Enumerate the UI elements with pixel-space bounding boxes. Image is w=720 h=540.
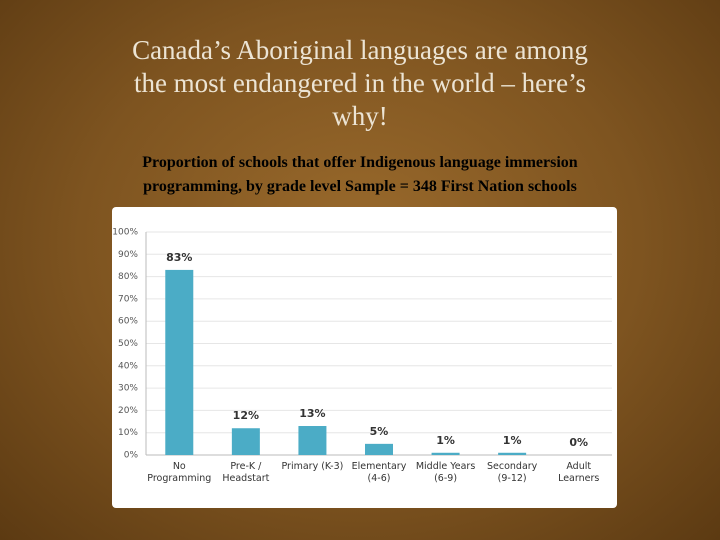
bar [231, 428, 260, 455]
y-tick-label: 40% [118, 361, 138, 371]
y-tick-label: 100% [112, 228, 138, 238]
value-label: 5% [370, 425, 389, 438]
x-tick-label: Secondary (9-12) [486, 461, 538, 484]
value-label: 12% [233, 409, 259, 422]
x-tick-label: Primary (K-3) [281, 461, 344, 472]
x-tick-label: Adult Learners [558, 461, 600, 484]
y-tick-label: 20% [118, 406, 138, 416]
value-label: 1% [503, 434, 522, 447]
y-tick-label: 90% [118, 250, 138, 260]
y-tick-label: 50% [118, 339, 138, 349]
bar [498, 452, 527, 455]
y-tick-label: 60% [118, 317, 138, 327]
y-tick-label: 80% [118, 272, 138, 282]
chart-panel [112, 207, 617, 508]
x-tick-label: Elementary (4-6) [351, 461, 407, 484]
y-tick-label: 70% [118, 294, 138, 304]
bar [165, 269, 194, 455]
bar [365, 443, 393, 455]
x-tick-label: Pre-K / Headstart [222, 461, 270, 484]
bar [298, 426, 327, 455]
value-label: 1% [436, 434, 455, 447]
slide-title: Canada’s Aboriginal languages are among … [132, 35, 588, 131]
y-tick-label: 10% [118, 428, 138, 438]
y-tick-label: 0% [124, 451, 139, 461]
x-tick-label: Middle Years (6-9) [415, 461, 476, 484]
value-label: 83% [166, 251, 192, 264]
x-tick-label: No Programming [147, 461, 212, 484]
slide-subtitle: Proportion of schools that offer Indigen… [142, 154, 578, 195]
value-label: 13% [299, 407, 325, 420]
value-label: 0% [569, 436, 588, 449]
y-tick-label: 30% [118, 384, 138, 394]
bar [431, 452, 460, 455]
